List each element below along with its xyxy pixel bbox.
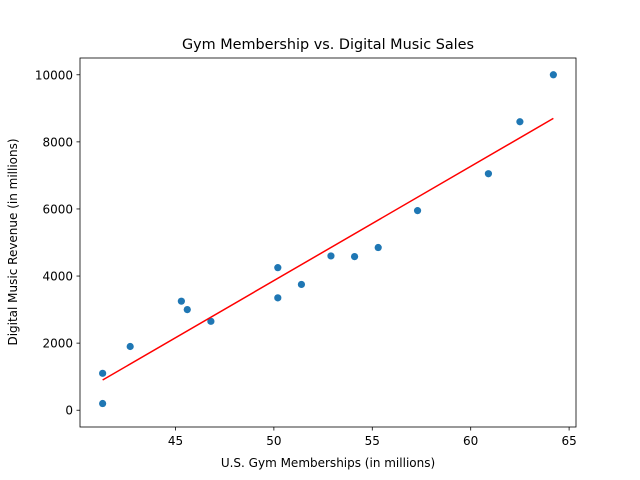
x-tick-label-60: 60 xyxy=(463,434,478,448)
data-point-8 xyxy=(274,294,282,302)
data-point-14 xyxy=(484,170,493,178)
data-point-12 xyxy=(374,243,382,252)
x-tick-label-45: 45 xyxy=(168,434,183,448)
data-point-13 xyxy=(413,207,422,215)
plot-area xyxy=(79,57,577,428)
chart-title: Gym Membership vs. Digital Music Sales xyxy=(182,37,474,53)
y-tick-label-6000: 6000 xyxy=(42,202,73,216)
data-point-16 xyxy=(549,71,557,79)
x-tick-label-50: 50 xyxy=(266,434,281,448)
data-point-10 xyxy=(327,252,335,260)
data-point-2 xyxy=(99,399,107,408)
y-tick-label-4000: 4000 xyxy=(42,270,73,284)
data-point-11 xyxy=(350,252,359,261)
x-axis-label: U.S. Gym Memberships (in millions) xyxy=(221,456,435,470)
y-tick-label-8000: 8000 xyxy=(42,135,73,149)
y-tick-label-0: 0 xyxy=(65,404,73,418)
axes-frame xyxy=(79,57,577,428)
data-point-6 xyxy=(207,317,215,325)
y-axis: 0 2000 4000 6000 8000 10000 xyxy=(35,68,80,418)
x-tick-label-55: 55 xyxy=(365,434,380,448)
data-point-1 xyxy=(99,369,107,377)
data-point-9 xyxy=(297,280,306,289)
x-tick-label-65: 65 xyxy=(561,434,576,448)
data-point-4 xyxy=(177,297,185,305)
y-tick-label-2000: 2000 xyxy=(42,337,73,351)
y-axis-label: Digital Music Revenue (in millions) xyxy=(6,138,20,345)
data-point-7 xyxy=(274,264,282,272)
fit-line xyxy=(102,117,554,381)
data-point-3 xyxy=(126,342,134,351)
y-tick-label-10000: 10000 xyxy=(35,68,73,82)
data-point-5 xyxy=(183,305,191,314)
x-axis: 45 50 55 60 65 xyxy=(168,427,577,448)
data-point-15 xyxy=(516,118,524,126)
